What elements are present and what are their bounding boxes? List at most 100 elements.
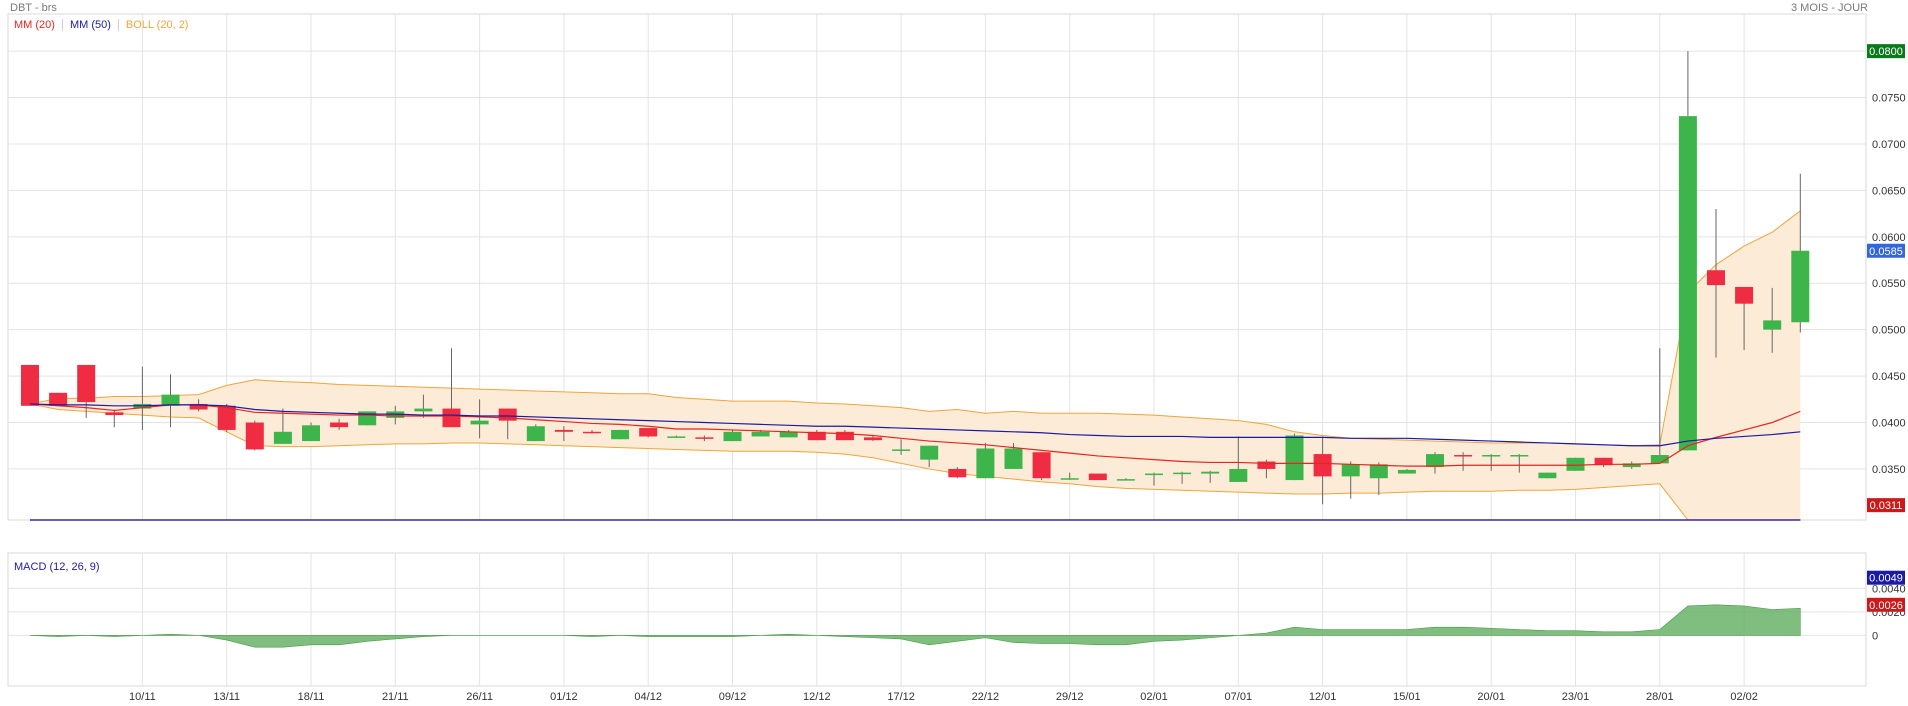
macd-badge-bg [1867,570,1905,585]
candle-up [1791,250,1810,323]
candle-down [1088,473,1107,481]
candle-down [1735,286,1754,304]
x-tick-label: 13/11 [213,691,240,703]
legend-ma50[interactable]: MM (50) [63,19,119,31]
period-label[interactable]: 3 MOIS - JOUR [1790,2,1868,14]
candle-down [21,364,39,406]
candle-up [1538,472,1557,479]
candle-up [1369,464,1388,479]
candle-down [189,403,208,410]
x-tick-label: 20/01 [1477,691,1505,703]
candle-down [1594,457,1613,466]
x-tick-label: 12/01 [1309,691,1337,703]
macd-y-tick-label: 0 [1872,630,1878,642]
candle-up [976,448,995,479]
macd-panel-frame [7,552,1867,687]
candles-layer [21,51,1810,505]
candle-up [161,394,180,406]
bollinger-upper-line [29,210,1801,447]
x-tick-label: 17/12 [887,691,915,703]
y-tick-label: 0.0400 [1872,418,1906,430]
price-badge-bg [1867,498,1905,513]
x-tick-label: 02/02 [1730,691,1758,703]
candle-up [1201,471,1220,474]
candle-up [302,425,320,442]
y-tick-label: 0.0750 [1872,93,1906,105]
x-tick-label: 29/12 [1056,691,1084,703]
moving-average-layer [29,403,1801,467]
macd-y-tick-label: 0.0040 [1872,583,1906,595]
candle-up [892,449,911,451]
price-badge: 0.0800 [1869,46,1903,58]
candle-down [1454,455,1473,457]
candle-up [1622,463,1641,468]
x-tick-label: 15/01 [1393,691,1421,703]
candle-up [723,431,742,442]
x-tick-label: 23/01 [1562,691,1590,703]
price-badge: 0.0311 [1870,500,1903,512]
price-badge-bg [1867,44,1905,59]
x-tick-label: 10/11 [129,691,156,703]
x-tick-label: 28/01 [1646,691,1674,703]
candle-down [217,405,236,430]
x-tick-label: 04/12 [634,691,662,703]
candle-up [1510,455,1529,457]
candle-up [1678,116,1697,451]
y-tick-label: 0.0500 [1872,325,1906,337]
candle-up [1060,478,1079,480]
legend-boll[interactable]: BOLL (20, 2) [125,19,189,31]
axes-layer: 10/11 13/11 18/11 21/11 26/11 01/12 04/12 09/12… [129,44,1906,703]
legend-macd[interactable]: MACD (12, 26, 9) [14,561,100,573]
bollinger-band-fill [30,210,1801,521]
candle-up [1397,469,1416,474]
price-badge-bg [1867,243,1905,258]
candle-up [1229,468,1248,482]
bollinger-band-layer [29,210,1801,521]
candle-up [1763,320,1782,330]
candle-up [611,429,630,440]
candle-up [779,431,798,438]
legend-ma20[interactable]: MM (20) [14,19,63,31]
candle-up [1341,464,1360,477]
candle-up [667,436,686,438]
candle-down [1032,452,1051,479]
candle-down [695,437,714,439]
candle-down [948,468,967,478]
chart-title: DBT - brs [10,2,57,14]
y-tick-label: 0.0350 [1872,464,1906,476]
candle-up [1004,448,1023,469]
candle-down [330,422,349,428]
candle-down [835,431,854,441]
candle-up [1566,457,1585,471]
candle-down [864,437,882,441]
price-legend: MM (20) MM (50) BOLL (20, 2) [14,19,195,31]
macd-badge: 0.0026 [1869,600,1903,612]
x-tick-label: 09/12 [719,691,747,703]
x-tick-label: 07/01 [1225,691,1253,703]
ma20-line [29,403,1801,467]
macd-histogram [29,604,1801,648]
candle-down [1313,454,1332,477]
x-tick-label: 26/11 [466,691,493,703]
y-tick-label: 0.0700 [1872,139,1906,151]
candle-up [526,426,545,442]
macd-badge: 0.0049 [1869,573,1903,585]
candle-up [751,431,770,437]
candle-up [1482,455,1501,457]
y-tick-label: 0.0450 [1872,371,1906,383]
x-tick-label: 12/12 [803,691,831,703]
price-badge: 0.0585 [1869,246,1903,258]
candle-up [1145,473,1163,476]
candle-up [1173,472,1192,475]
candle-up [273,431,292,444]
candle-up [920,445,939,460]
candle-up [414,408,433,412]
candle-up [470,420,489,425]
candle-down [105,412,124,416]
candle-down [442,408,461,428]
y-tick-label: 0.0600 [1872,232,1906,244]
ma50-line [29,403,1801,447]
candle-down [583,431,601,434]
candle-down [807,431,826,441]
